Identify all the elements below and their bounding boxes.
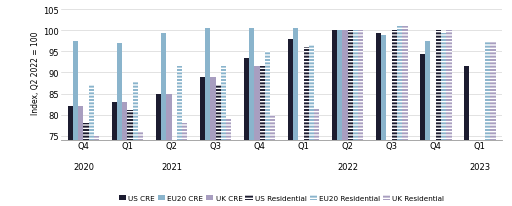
Bar (254, 67, 260, 140)
Bar (166, 94, 172, 140)
Bar (420, 54, 425, 140)
Bar (127, 111, 133, 140)
Bar (226, 119, 231, 140)
Text: 2020: 2020 (73, 162, 94, 171)
Bar (210, 77, 216, 140)
Bar (464, 67, 469, 140)
Bar (216, 86, 221, 140)
Bar (161, 33, 166, 140)
Bar (376, 33, 381, 140)
Bar (358, 31, 364, 140)
Bar (353, 31, 358, 140)
Bar (244, 59, 249, 140)
Bar (446, 31, 452, 140)
Bar (83, 123, 89, 140)
Y-axis label: Index, Q2 2022 = 100: Index, Q2 2022 = 100 (31, 32, 40, 115)
Bar (314, 109, 319, 140)
Bar (270, 115, 275, 140)
Text: 2021: 2021 (161, 162, 182, 171)
Bar (441, 33, 446, 140)
Bar (381, 35, 387, 140)
Bar (122, 102, 127, 140)
Bar (485, 42, 490, 140)
Bar (392, 31, 397, 140)
Bar (332, 31, 337, 140)
Bar (490, 42, 496, 140)
Bar (89, 86, 94, 140)
Bar (249, 29, 254, 140)
Bar (337, 31, 343, 140)
Bar (133, 82, 138, 140)
Bar (348, 31, 353, 140)
Bar (68, 107, 73, 140)
Bar (221, 67, 226, 140)
Bar (436, 31, 441, 140)
Bar (78, 107, 83, 140)
Bar (73, 42, 78, 140)
Bar (112, 102, 117, 140)
Bar (200, 77, 205, 140)
Bar (265, 52, 270, 140)
Bar (309, 46, 314, 140)
Bar (182, 123, 187, 140)
Bar (177, 67, 182, 140)
Bar (117, 44, 122, 140)
Bar (343, 31, 348, 140)
Text: 2023: 2023 (469, 162, 490, 171)
Bar (156, 94, 161, 140)
Bar (293, 29, 298, 140)
Bar (402, 27, 408, 140)
Bar (94, 136, 99, 140)
Legend: US CRE, EU20 CRE, UK CRE, US Residential, EU20 Residential, UK Residential: US CRE, EU20 CRE, UK CRE, US Residential… (119, 194, 444, 201)
Text: 2022: 2022 (337, 162, 358, 171)
Bar (397, 27, 402, 140)
Bar (304, 48, 309, 140)
Bar (260, 67, 265, 140)
Bar (138, 132, 143, 140)
Bar (205, 29, 210, 140)
Bar (288, 40, 293, 140)
Bar (425, 42, 431, 140)
